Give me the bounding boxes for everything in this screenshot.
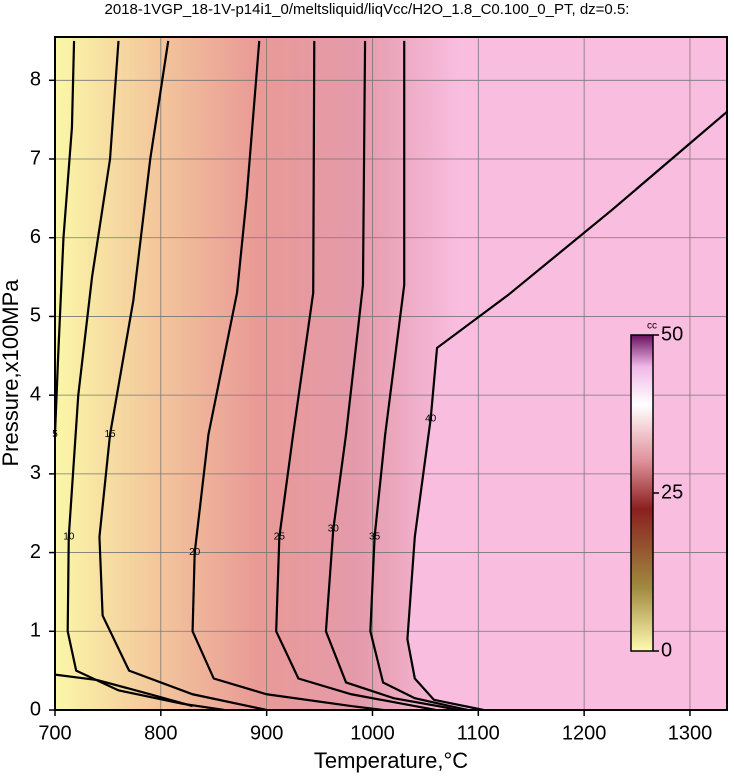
y-tick-label: 8	[30, 69, 41, 91]
contour-label: 30	[328, 524, 340, 535]
y-tick-label: 2	[30, 541, 41, 563]
y-tick-label: 7	[30, 147, 41, 169]
colorbar-tick-label: 50	[661, 323, 683, 345]
contour-line	[324, 40, 458, 710]
x-tick-label: 700	[38, 722, 71, 744]
contour-line	[406, 110, 727, 710]
colorbar-label: cc	[647, 321, 657, 332]
x-tick-label: 1000	[350, 722, 395, 744]
y-tick-label: 1	[30, 620, 41, 642]
y-axis-label: Pressure,x100MPa	[0, 279, 23, 467]
plot-frame	[54, 36, 728, 711]
x-axis-label: Temperature,°C	[314, 748, 468, 773]
contour-line	[275, 40, 437, 710]
contour-line	[55, 40, 193, 708]
colorbar	[630, 334, 654, 652]
contour-label: 10	[63, 531, 75, 542]
y-tick-label: 6	[30, 226, 41, 248]
y-tick-label: 3	[30, 462, 41, 484]
contour-line	[66, 40, 225, 710]
contour-label: 35	[369, 531, 381, 542]
contour-label: 40	[425, 413, 437, 424]
y-tick-label: 0	[30, 698, 41, 720]
x-tick-label: 1300	[668, 722, 713, 744]
contour-line	[191, 40, 384, 710]
contour-line	[369, 40, 468, 710]
contour-label: 15	[104, 429, 116, 440]
x-tick-label: 900	[250, 722, 283, 744]
contour-line	[98, 40, 267, 710]
y-tick-label: 4	[30, 383, 41, 405]
x-tick-label: 1100	[457, 722, 500, 744]
colorbar-tick-label: 25	[661, 481, 683, 503]
contour-label: 20	[189, 547, 201, 558]
colorbar-tick-label: 0	[661, 639, 672, 661]
x-tick-label: 800	[144, 722, 177, 744]
x-tick-label: 1200	[562, 722, 607, 744]
y-tick-label: 5	[30, 305, 41, 327]
contour-label: 25	[274, 531, 286, 542]
chart-title: 2018-1VGP_18-1V-p14i1_0/meltsliquid/liqV…	[105, 1, 630, 18]
